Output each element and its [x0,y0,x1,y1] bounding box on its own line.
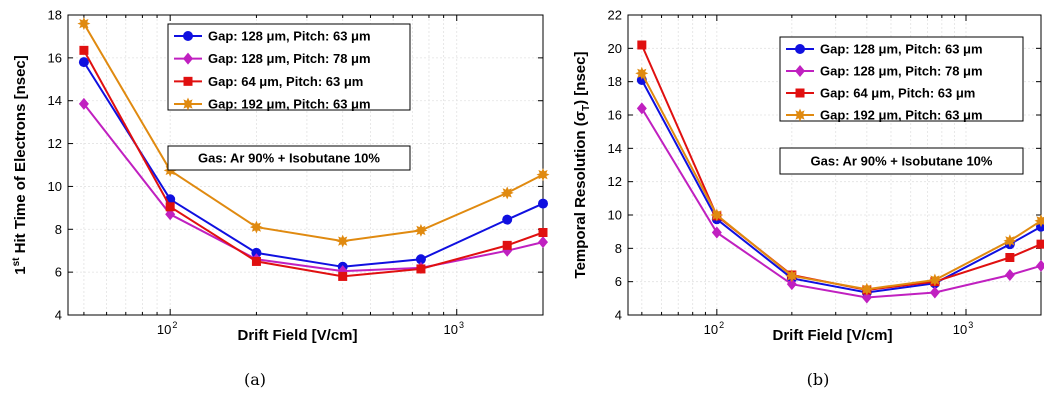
data-point [414,223,428,237]
data-point [79,45,89,55]
data-point [416,264,426,274]
axes-box [627,14,1042,316]
legend-label: Gap: 192 μm, Pitch: 63 μm [820,108,983,123]
y-tick-label: 12 [608,174,622,189]
legend-label: Gap: 128 μm, Pitch: 78 μm [820,64,983,79]
x-axis-label: Drift Field [V/cm] [237,327,357,344]
y-tick-label: 4 [55,308,62,323]
data-point [710,208,724,222]
data-point [786,278,797,291]
legend-label: Gap: 128 μm, Pitch: 63 μm [208,29,371,44]
data-point [635,66,649,80]
y-tick-label: 10 [48,179,62,194]
data-point [1005,253,1015,262]
data-point [78,57,89,68]
y-tick-label: 6 [615,274,622,289]
data-point [1034,214,1044,228]
y-axis-label: 1st Hit Time of Electrons [nsec] [11,55,29,275]
data-point [165,202,175,212]
legend-label: Gap: 192 μm, Pitch: 63 μm [208,97,371,112]
legend-swatch-marker [183,76,193,86]
y-tick-label: 12 [48,136,62,151]
data-point [636,102,647,115]
data-point [78,97,89,110]
legend-box [779,36,1024,122]
chart-panel-b: 4 6 8 10 12 14 16 18 20 22 102 103 Drift Field [V/cm… [572,8,1044,389]
annotation-box [167,145,411,171]
legend: Gap: 128 μm, Pitch: 63 μm Gap: 128 μm, Pi… [779,36,1024,123]
legend-swatch-marker [795,44,805,54]
legend-swatch-marker [795,88,805,98]
x-tick-label: 103 [443,320,463,337]
annotation-box [779,147,1024,175]
data-point [415,254,426,265]
y-tick-label: 16 [48,50,62,65]
legend-swatch-marker [183,52,193,65]
legend-swatch-marker [793,108,807,122]
y-tick-label: 8 [615,241,622,256]
legend-swatch-marker [181,97,195,111]
legend-box [167,23,411,111]
legend-label: Gap: 64 μm, Pitch: 63 μm [820,86,975,101]
y-tick-label: 20 [608,41,622,56]
data-point [249,220,263,234]
axes-box [67,14,544,316]
data-point [1003,234,1017,248]
x-tick-label: 102 [704,320,724,337]
annotation-text: Gas: Ar 90% + Isobutane 10% [198,151,380,166]
series-4 [635,66,1044,296]
data-point [502,240,512,250]
data-point [536,168,550,182]
legend-label: Gap: 128 μm, Pitch: 63 μm [820,42,983,57]
x-tick-label: 103 [953,320,973,337]
data-point [251,247,262,258]
y-tick-label: 18 [48,8,62,23]
annotation: Gas: Ar 90% + Isobutane 10% [167,145,411,171]
data-point [1004,269,1015,281]
data-point [711,226,722,239]
annotation-text: Gas: Ar 90% + Isobutane 10% [811,154,993,169]
data-point [860,282,874,296]
legend-swatch-marker [795,65,805,77]
y-tick-label: 8 [55,222,62,237]
legend-label: Gap: 128 μm, Pitch: 78 μm [208,51,371,66]
data-point [785,269,799,283]
series-3 [79,45,548,281]
data-point [928,273,942,287]
y-tick-label: 22 [608,8,622,23]
x-axis-label: Drift Field [V/cm] [772,327,892,344]
data-point [538,198,548,209]
data-point [538,228,548,237]
y-tick-label: 6 [55,265,62,280]
y-tick-label: 18 [608,74,622,89]
data-point [637,40,647,50]
y-axis-label: Temporal Resolution (σT) [nsec] [572,52,592,279]
x-tick-label: 102 [157,320,177,337]
legend-label: Gap: 64 μm, Pitch: 63 μm [208,74,363,89]
data-point [336,234,350,248]
y-tick-label: 14 [48,93,62,108]
data-point [500,186,514,200]
legend: Gap: 128 μm, Pitch: 63 μm Gap: 128 μm, Pi… [167,23,411,112]
data-point [251,256,261,266]
y-tick-label: 10 [608,208,622,223]
data-point [1036,259,1044,272]
y-tick-label: 4 [615,308,622,323]
legend-swatch-marker [183,31,193,41]
data-point [502,214,513,225]
y-tick-label: 16 [608,108,622,123]
panel-caption: (b) [807,370,830,389]
data-point [77,17,91,31]
chart-panel-a: 4 6 8 10 12 14 16 18 102 103 Drift Field [V/cm] 1st… [11,8,550,389]
data-point [929,286,940,299]
data-point [1036,239,1044,249]
data-point [538,236,548,249]
annotation: Gas: Ar 90% + Isobutane 10% [779,147,1024,175]
y-tick-label: 14 [608,141,622,156]
data-point [338,271,348,281]
panel-caption: (a) [244,370,266,389]
